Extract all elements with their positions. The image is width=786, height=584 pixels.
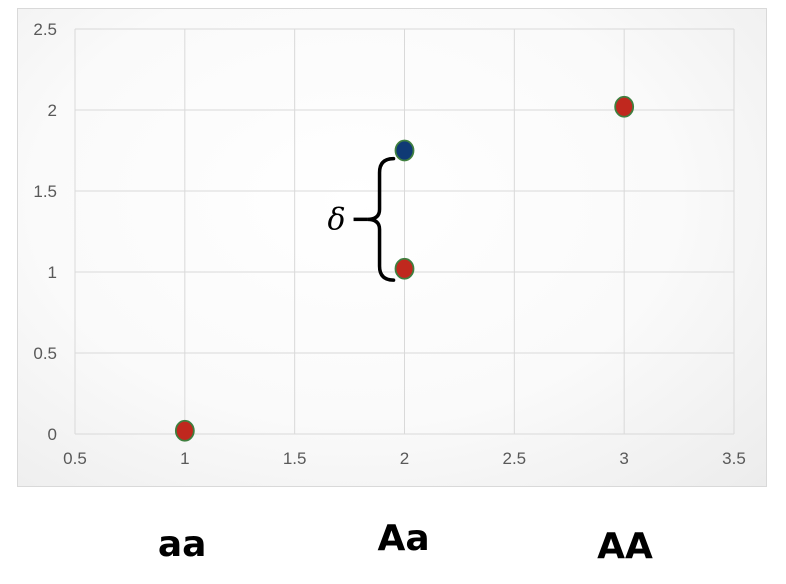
x-tick-label: 2: [400, 449, 409, 468]
x-tick-label: 2.5: [503, 449, 527, 468]
chart-area: 0.5 1 1.5 2 2.5 3 3.5 0 0.5 1 1.5 2 2.5 δ: [17, 8, 767, 487]
y-tick-label: 0.5: [33, 344, 57, 363]
y-tick-label: 1.5: [33, 182, 57, 201]
y-tick-label: 1: [48, 263, 57, 282]
delta-label: δ: [327, 202, 345, 237]
x-tick-label: 0.5: [63, 449, 87, 468]
data-point: [614, 95, 635, 118]
brace-annotation: [367, 156, 396, 282]
scatter-plot: 0.5 1 1.5 2 2.5 3 3.5 0 0.5 1 1.5 2 2.5 δ: [33, 20, 746, 468]
y-tick-label: 2.5: [33, 20, 57, 39]
data-point: [174, 419, 195, 442]
x-tick-label: 1.5: [283, 449, 307, 468]
data-point: [394, 139, 415, 162]
x-tick-label: 3.5: [722, 449, 746, 468]
genotype-label-aa: Aa: [377, 518, 430, 559]
x-tick-label: 1: [180, 449, 189, 468]
genotype-label-aa: AA: [597, 526, 653, 567]
genotype-label-aa: aa: [157, 524, 207, 565]
y-tick-label: 2: [48, 101, 57, 120]
x-tick-label: 3: [619, 449, 628, 468]
data-point: [394, 257, 415, 280]
y-tick-label: 0: [48, 425, 57, 444]
